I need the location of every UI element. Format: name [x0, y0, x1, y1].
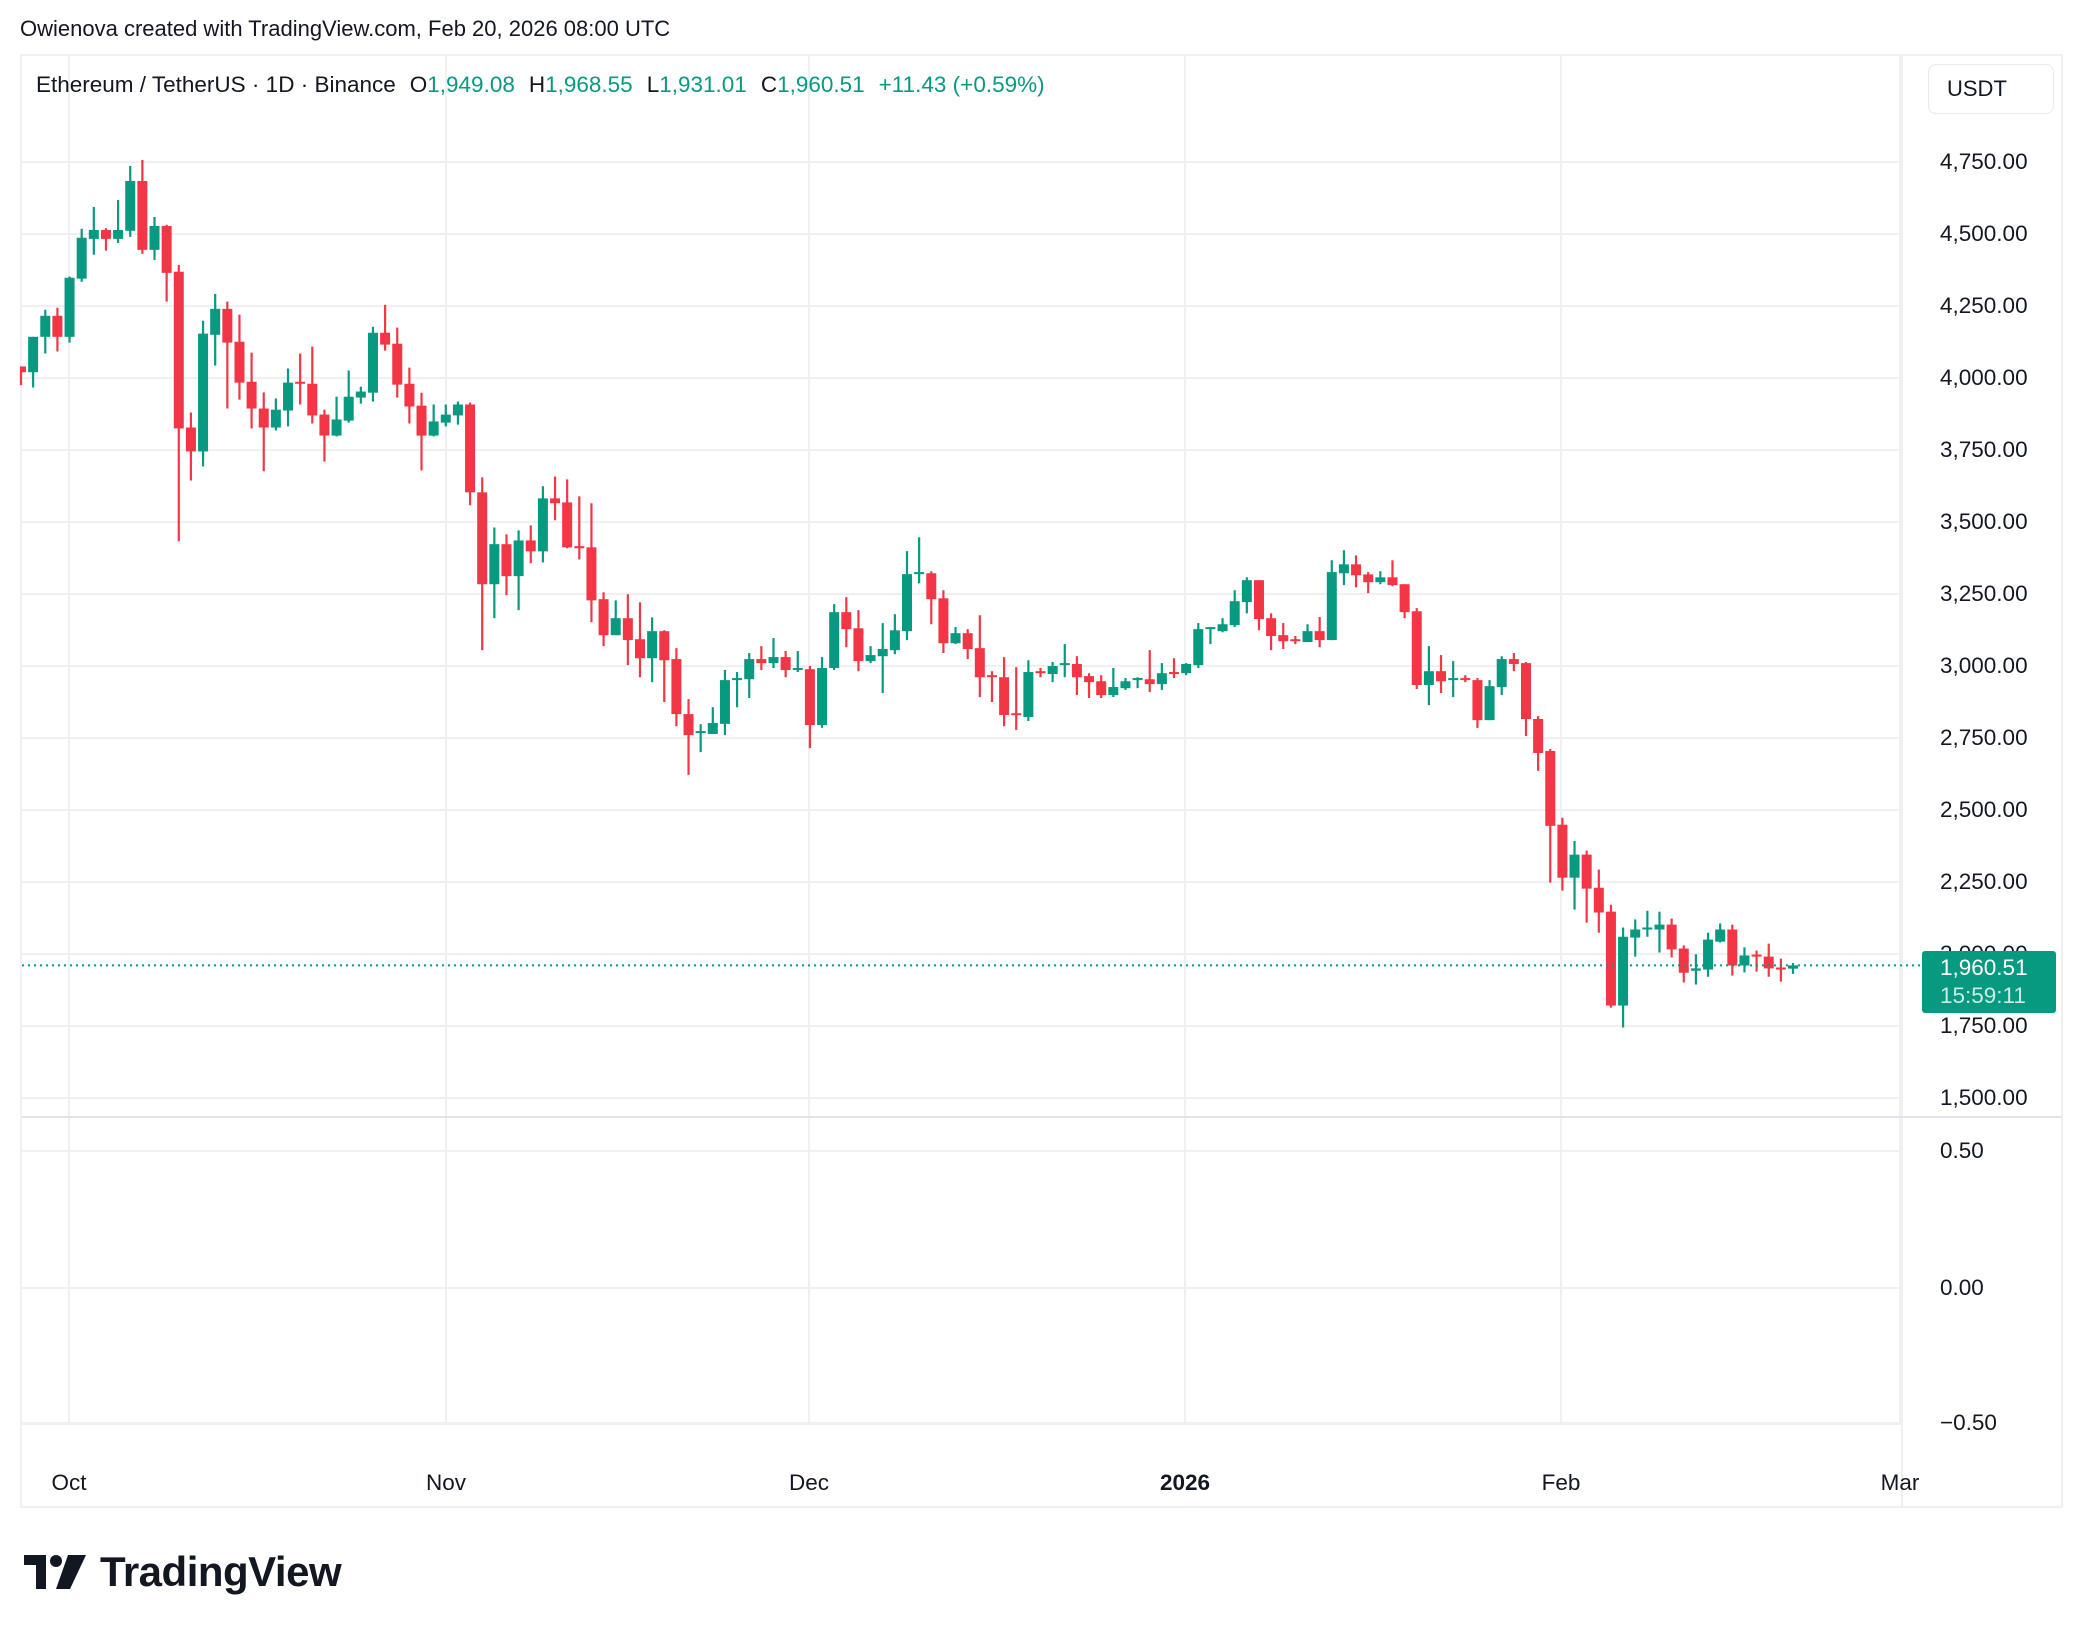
bar-countdown: 15:59:11 [1940, 983, 2026, 1008]
change-value: +11.43 (+0.59%) [878, 72, 1045, 97]
time-tick: Dec [788, 1470, 830, 1495]
price-tick: 2,500.00 [1940, 797, 2028, 822]
oscillator-tick: 0.00 [1940, 1275, 1984, 1300]
open-label: O [409, 72, 428, 97]
time-tick: Nov [425, 1470, 467, 1495]
symbol-title[interactable]: Ethereum / TetherUS · 1D · Binance [36, 72, 396, 97]
symbol-legend: Ethereum / TetherUS · 1D · Binance O 1,94… [36, 72, 1045, 98]
price-tick: 2,750.00 [1940, 725, 2028, 750]
price-tick: 4,500.00 [1940, 221, 2028, 246]
last-price-label: 1,960.51 15:59:11 [1922, 951, 2056, 1013]
close-value: 1,960.51 [777, 72, 865, 97]
price-tick: 3,250.00 [1940, 581, 2028, 606]
low-value: 1,931.01 [659, 72, 747, 97]
oscillator-tick: −0.50 [1940, 1410, 1997, 1435]
price-tick: 4,250.00 [1940, 293, 2028, 318]
time-tick: Feb [1541, 1470, 1581, 1495]
high-value: 1,968.55 [545, 72, 633, 97]
price-tick: 2,250.00 [1940, 869, 2028, 894]
price-tick: 4,750.00 [1940, 149, 2028, 174]
time-tick: Oct [51, 1470, 87, 1495]
price-tick: 4,000.00 [1940, 365, 2028, 390]
pane-dividers [22, 56, 2061, 1506]
price-tick: 3,750.00 [1940, 437, 2028, 462]
price-tick: 3,000.00 [1940, 653, 2028, 678]
time-tick: Mar [1880, 1470, 1920, 1495]
low-label: L [646, 72, 660, 97]
last-price-value: 1,960.51 [1940, 955, 2028, 980]
oscillator-tick: 0.50 [1940, 1138, 1984, 1163]
tradingview-logo[interactable]: TradingView [24, 1548, 342, 1596]
candles [19, 159, 1798, 1028]
price-tick: 1,500.00 [1940, 1085, 2028, 1110]
price-tick: 1,750.00 [1940, 1013, 2028, 1038]
chart-credit: Owienova created with TradingView.com, F… [20, 16, 671, 41]
open-value: 1,949.08 [427, 72, 515, 97]
tradingview-logo-icon [24, 1555, 86, 1589]
tradingview-logo-text: TradingView [100, 1548, 342, 1595]
time-tick: 2026 [1159, 1470, 1211, 1495]
chart-frame [20, 54, 2063, 1508]
grid-lines [22, 56, 1902, 1424]
high-label: H [528, 72, 546, 97]
currency-button[interactable]: USDT [1928, 64, 2054, 114]
price-tick: 3,500.00 [1940, 509, 2028, 534]
close-label: C [760, 72, 778, 97]
